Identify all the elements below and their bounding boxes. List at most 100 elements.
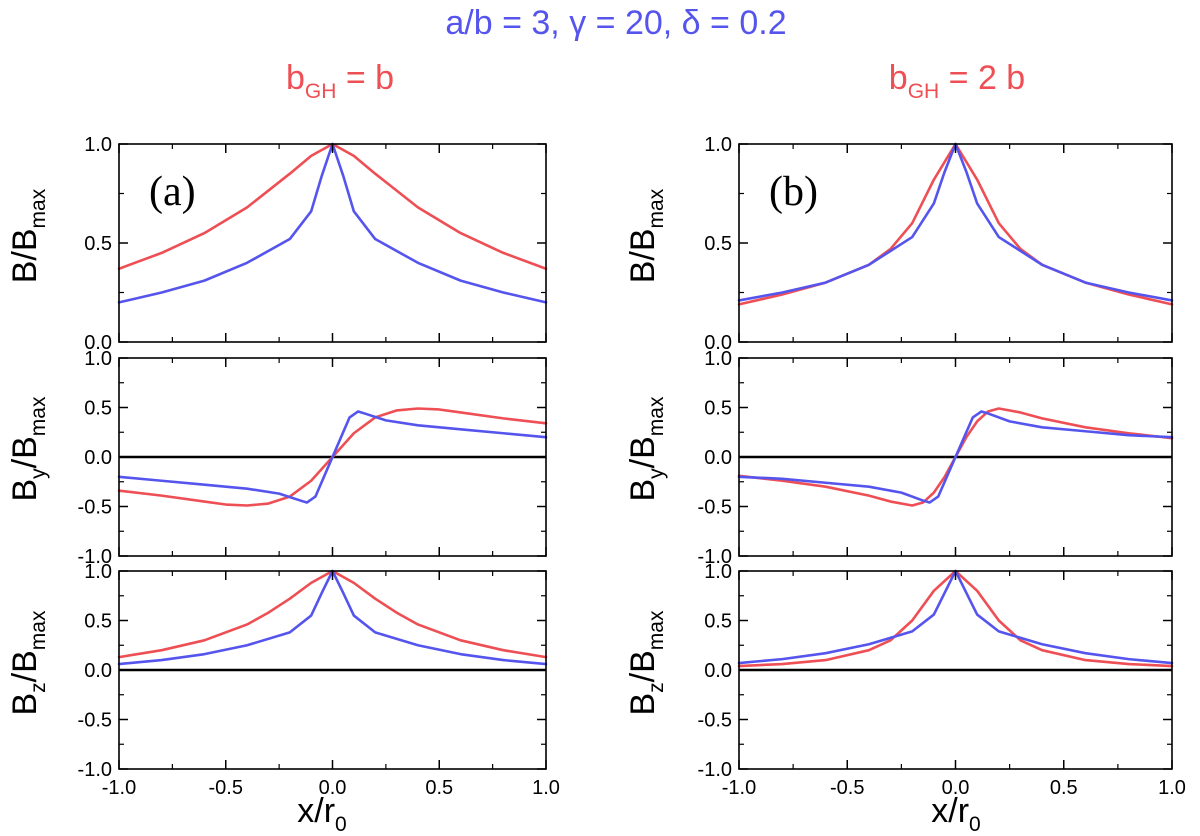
- y-tick-label: 1.0: [84, 348, 112, 370]
- ylabel-rest: /B: [624, 228, 662, 260]
- xlabel-right: x/r0: [931, 792, 980, 836]
- title-gamma-symbol: γ: [569, 4, 586, 42]
- xlabel-base: x/r: [931, 792, 969, 830]
- x-tick-label: 1.0: [532, 777, 560, 799]
- xlabel-left: x/r0: [297, 792, 346, 836]
- panel-right-row2: -1.0 -0.5 0.0 0.5 1.0: [698, 348, 1174, 568]
- series-line-blue: [737, 569, 1174, 665]
- y-tick-label: -1.0: [698, 759, 732, 781]
- y-tick-label: 0.5: [704, 398, 732, 420]
- y-tick-label: -0.5: [78, 497, 112, 519]
- series-line-blue: [117, 410, 548, 504]
- column-title-right-rhs: = 2 b: [939, 59, 1025, 97]
- y-tick-label: 0.0: [84, 660, 112, 682]
- panel-label: (a): [149, 169, 196, 215]
- column-title-left-rhs: = b: [336, 59, 394, 97]
- ylabel-rest: /B: [624, 650, 662, 682]
- panel-left-row2: -1.0 -0.5 0.0 0.5 1.0: [78, 348, 548, 568]
- y-tick-label: 1.0: [84, 561, 112, 583]
- ylabel-base: B: [6, 261, 44, 284]
- series-line-red: [737, 569, 1174, 668]
- ylabel-base: B: [6, 693, 44, 716]
- x-tick-label: 0.5: [1050, 777, 1078, 799]
- y-tick-label: 0.0: [84, 447, 112, 469]
- panel-left-row1: 0.0 0.5 1.0 (a): [84, 134, 548, 354]
- y-tick-label: -0.5: [698, 497, 732, 519]
- ylabel-left-row1: B/Bmax: [6, 188, 50, 283]
- ylabel-sub: max: [645, 188, 668, 228]
- y-tick-label: 0.5: [84, 398, 112, 420]
- ylabel-sub: max: [645, 396, 668, 436]
- ylabel-sub: max: [645, 610, 668, 650]
- ylabel-base: B: [624, 261, 662, 284]
- ylabel-base: B: [624, 479, 662, 502]
- column-title-right-base: b: [889, 59, 908, 97]
- ylabel-base: B: [624, 693, 662, 716]
- ylabel-sub: z: [645, 682, 668, 693]
- x-tick-label: -1.0: [102, 777, 136, 799]
- y-tick-label: 0.0: [704, 332, 732, 354]
- y-tick-label: 1.0: [704, 561, 732, 583]
- title-ratio: a/b: [445, 4, 492, 42]
- y-tick-label: 0.5: [84, 611, 112, 633]
- ylabel-base: B: [6, 479, 44, 502]
- column-title-right-sub: GH: [908, 80, 940, 103]
- xlabel-base: x/r: [297, 792, 335, 830]
- title-delta-value: = 0.2: [701, 4, 787, 42]
- ylabel-sub: max: [27, 396, 50, 436]
- panels-group: 0.00.51.0(a)-1.0-0.50.00.51.0-1.0 -0.5 0.0…: [78, 134, 1186, 799]
- series-line-blue: [737, 142, 1174, 302]
- x-tick-label: 0.5: [425, 777, 453, 799]
- x-tick-label: 0.0: [319, 777, 347, 799]
- ylabel-right-row3: Bz/Bmax: [624, 610, 668, 715]
- y-tick-label: 1.0: [704, 134, 732, 156]
- y-tick-label: -1.0: [698, 546, 732, 568]
- x-tick-label: 0.0: [942, 777, 970, 799]
- y-tick-label: 0.0: [704, 660, 732, 682]
- panel-label: (b): [769, 169, 818, 215]
- ylabel-rest: /B: [6, 436, 44, 468]
- ylabel-sub: max: [27, 610, 50, 650]
- y-tick-label: -1.0: [78, 759, 112, 781]
- xlabel-sub: 0: [969, 813, 981, 836]
- series-line-blue: [737, 410, 1174, 504]
- title-gamma-value: = 20,: [586, 4, 681, 42]
- panel-left-row3: -1.0 -0.5 0.0 0.5 1.0 -1.0 -0.5 0.0 0.5 1.0: [78, 561, 560, 799]
- title-ratio-value: = 3,: [493, 4, 570, 42]
- ylabel-left-row2: By/Bmax: [6, 396, 50, 501]
- xlabel-sub: 0: [335, 813, 347, 836]
- ylabel-rest: /B: [6, 228, 44, 260]
- column-title-left-base: b: [286, 59, 305, 97]
- panel-right-row3: -1.0 -0.5 0.0 0.5 1.0 -1.0 -0.5 0.0 0.5 1.0: [698, 561, 1186, 799]
- ylabel-sub: y: [27, 468, 50, 479]
- ylabel-rest: /B: [624, 436, 662, 468]
- y-tick-label: 0.5: [704, 611, 732, 633]
- y-tick-label: 0.5: [84, 233, 112, 255]
- x-tick-label: -1.0: [722, 777, 756, 799]
- y-tick-label: 0.0: [84, 332, 112, 354]
- ylabel-rest: /B: [6, 650, 44, 682]
- panel-right-row1: 0.0 0.5 1.0 (b): [704, 134, 1174, 354]
- title-delta-symbol: δ: [682, 4, 701, 42]
- x-tick-label: -0.5: [209, 777, 243, 799]
- y-tick-label: -1.0: [78, 546, 112, 568]
- ylabel-sub: z: [27, 682, 50, 693]
- y-tick-label: 0.0: [704, 447, 732, 469]
- ylabel-left-row3: Bz/Bmax: [6, 610, 50, 715]
- x-tick-label: 1.0: [1158, 777, 1186, 799]
- y-tick-label: -0.5: [698, 710, 732, 732]
- ylabel-right-row1: B/Bmax: [624, 188, 668, 283]
- y-tick-label: 1.0: [84, 134, 112, 156]
- figure-title: a/b = 3, γ = 20, δ = 0.2: [445, 4, 786, 42]
- column-title-right: bGH = 2 b: [889, 59, 1025, 103]
- x-tick-label: -0.5: [830, 777, 864, 799]
- series-line-blue: [117, 142, 548, 304]
- column-title-left: bGH = b: [286, 59, 394, 103]
- column-title-left-sub: GH: [305, 80, 337, 103]
- ylabel-sub: max: [27, 188, 50, 228]
- series-line-blue: [117, 569, 548, 666]
- ylabel-right-row2: By/Bmax: [624, 396, 668, 501]
- y-tick-label: -0.5: [78, 710, 112, 732]
